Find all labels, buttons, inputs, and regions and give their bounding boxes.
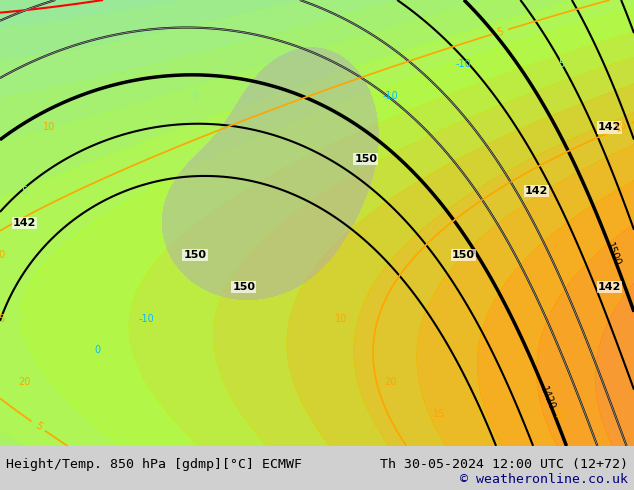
Text: 15: 15 [433, 409, 445, 419]
Text: 150: 150 [452, 250, 475, 260]
Text: 1500: 1500 [604, 241, 622, 268]
Text: Th 30-05-2024 12:00 UTC (12+72): Th 30-05-2024 12:00 UTC (12+72) [380, 458, 628, 471]
Text: 5: 5 [192, 91, 198, 100]
Text: 5: 5 [558, 59, 564, 69]
Text: Height/Temp. 850 hPa [gdmp][°C] ECMWF: Height/Temp. 850 hPa [gdmp][°C] ECMWF [6, 458, 302, 471]
Text: 142: 142 [598, 282, 621, 292]
Text: -10: -10 [455, 59, 471, 69]
Text: 142: 142 [13, 218, 36, 228]
Text: 150: 150 [232, 282, 256, 292]
Text: -10: -10 [138, 314, 154, 323]
Text: 5: 5 [33, 420, 44, 432]
Text: 5: 5 [22, 186, 27, 196]
Text: -10: -10 [382, 91, 398, 100]
Text: © weatheronline.co.uk: © weatheronline.co.uk [460, 472, 628, 486]
Text: 10: 10 [0, 250, 6, 260]
Text: 142: 142 [525, 186, 548, 196]
Text: 5: 5 [496, 26, 505, 38]
Text: 10: 10 [614, 121, 629, 134]
Text: 1420: 1420 [538, 385, 557, 411]
Text: 10: 10 [42, 122, 55, 132]
Text: 10: 10 [335, 314, 347, 323]
Text: 150: 150 [354, 154, 377, 164]
Text: 10: 10 [555, 409, 567, 419]
Text: 150: 150 [184, 250, 207, 260]
Text: 15: 15 [0, 314, 6, 323]
Text: 0: 0 [94, 345, 101, 355]
Text: 20: 20 [384, 377, 396, 387]
Text: 142: 142 [598, 122, 621, 132]
Text: 20: 20 [18, 377, 30, 387]
